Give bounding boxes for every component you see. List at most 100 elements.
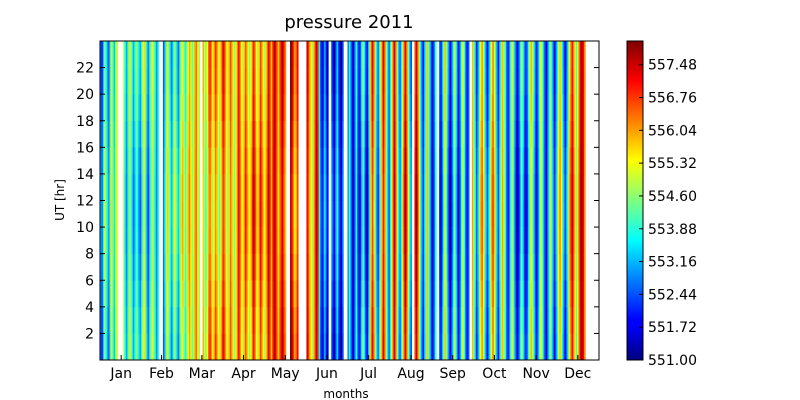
heatmap-cell [463, 147, 466, 175]
heatmap-cell [358, 306, 361, 334]
heatmap-cell [224, 147, 227, 175]
heatmap-cell [255, 67, 258, 95]
x-tick-label: Feb [149, 366, 174, 382]
heatmap-cell [175, 253, 177, 281]
heatmap-cell [208, 253, 210, 281]
heatmap-cell [295, 94, 298, 122]
heatmap-cell [135, 253, 138, 281]
heatmap-cell [268, 200, 270, 228]
heatmap-cell [523, 227, 526, 254]
heatmap-cell [235, 94, 238, 122]
heatmap-cell [529, 280, 531, 308]
heatmap-cell [538, 41, 541, 68]
heatmap-cell [292, 306, 295, 334]
heatmap-cell [146, 94, 149, 122]
heatmap-cell [177, 41, 180, 68]
heatmap-cell [429, 120, 432, 148]
heatmap-cell [223, 253, 225, 281]
heatmap-cell [388, 67, 391, 95]
heatmap-cell [434, 147, 437, 175]
heatmap-cell [354, 147, 356, 175]
heatmap-cell [477, 41, 479, 68]
heatmap-cell [455, 306, 458, 334]
heatmap-cell [359, 227, 362, 254]
heatmap-cell [244, 41, 247, 68]
heatmap-cell [574, 173, 577, 201]
heatmap-cell [166, 41, 169, 68]
heatmap-cell [214, 306, 217, 334]
heatmap-cell [365, 200, 367, 228]
heatmap-cell [414, 333, 417, 361]
heatmap-cell [582, 173, 585, 201]
heatmap-cell [459, 120, 462, 148]
heatmap-cell [273, 253, 276, 281]
heatmap-cell [294, 173, 296, 201]
heatmap-cell [448, 94, 451, 122]
heatmap-cell [537, 94, 540, 122]
heatmap-cell [238, 333, 240, 361]
heatmap-cell [348, 67, 351, 95]
heatmap-cell [273, 67, 276, 95]
heatmap-cell [157, 306, 160, 334]
heatmap-cell [157, 94, 160, 122]
heatmap-cell [317, 94, 320, 122]
heatmap-cell [115, 147, 117, 175]
heatmap-cell [295, 280, 298, 308]
heatmap-cell [404, 200, 407, 228]
heatmap-cell [244, 306, 247, 334]
heatmap-cell [527, 173, 530, 201]
heatmap-cell [459, 147, 462, 175]
heatmap-cell [571, 280, 574, 308]
heatmap-cell [270, 280, 273, 308]
heatmap-cell [149, 173, 151, 201]
heatmap-cell [559, 147, 562, 175]
heatmap-cell [108, 173, 110, 201]
heatmap-cell [169, 200, 172, 228]
heatmap-cell [391, 200, 393, 228]
heatmap-cell [467, 253, 470, 281]
heatmap-cell [325, 333, 328, 361]
heatmap-cell [441, 120, 444, 148]
heatmap-cell [544, 120, 546, 148]
heatmap-cell [489, 173, 492, 201]
heatmap-cell [136, 280, 139, 308]
heatmap-cell [192, 306, 195, 334]
heatmap-cell [395, 227, 397, 254]
heatmap-cell [132, 147, 135, 175]
heatmap-cell [195, 200, 198, 228]
heatmap-cell [216, 41, 218, 68]
heatmap-cell [499, 333, 501, 361]
heatmap-cell [177, 173, 180, 201]
heatmap-cell [429, 253, 432, 281]
heatmap-cell [429, 147, 432, 175]
heatmap-cell [258, 253, 261, 281]
heatmap-cell [208, 200, 210, 228]
heatmap-cell [314, 280, 317, 308]
heatmap-cell [335, 173, 337, 201]
heatmap-cell [106, 280, 109, 308]
heatmap-cell [182, 306, 184, 334]
heatmap-cell [374, 147, 377, 175]
heatmap-cell [229, 41, 232, 68]
heatmap-cell [551, 333, 553, 361]
heatmap-cell [246, 227, 248, 254]
heatmap-cell [508, 173, 511, 201]
heatmap-cell [320, 173, 322, 201]
heatmap-cell [578, 147, 581, 175]
heatmap-cell [209, 173, 212, 201]
heatmap-cell [131, 173, 134, 201]
heatmap-cell [501, 227, 504, 254]
heatmap-cell [153, 173, 155, 201]
heatmap-cell [198, 306, 201, 334]
heatmap-cell [444, 227, 447, 254]
heatmap-cell [553, 67, 556, 95]
heatmap-cell [217, 253, 220, 281]
heatmap-cell [143, 227, 146, 254]
heatmap-cell [220, 253, 222, 281]
heatmap-cell [359, 67, 362, 95]
heatmap-cell [166, 173, 169, 201]
heatmap-cell [522, 333, 525, 361]
heatmap-cell [516, 306, 519, 334]
heatmap-cell [232, 306, 235, 334]
heatmap-cell [374, 120, 377, 148]
